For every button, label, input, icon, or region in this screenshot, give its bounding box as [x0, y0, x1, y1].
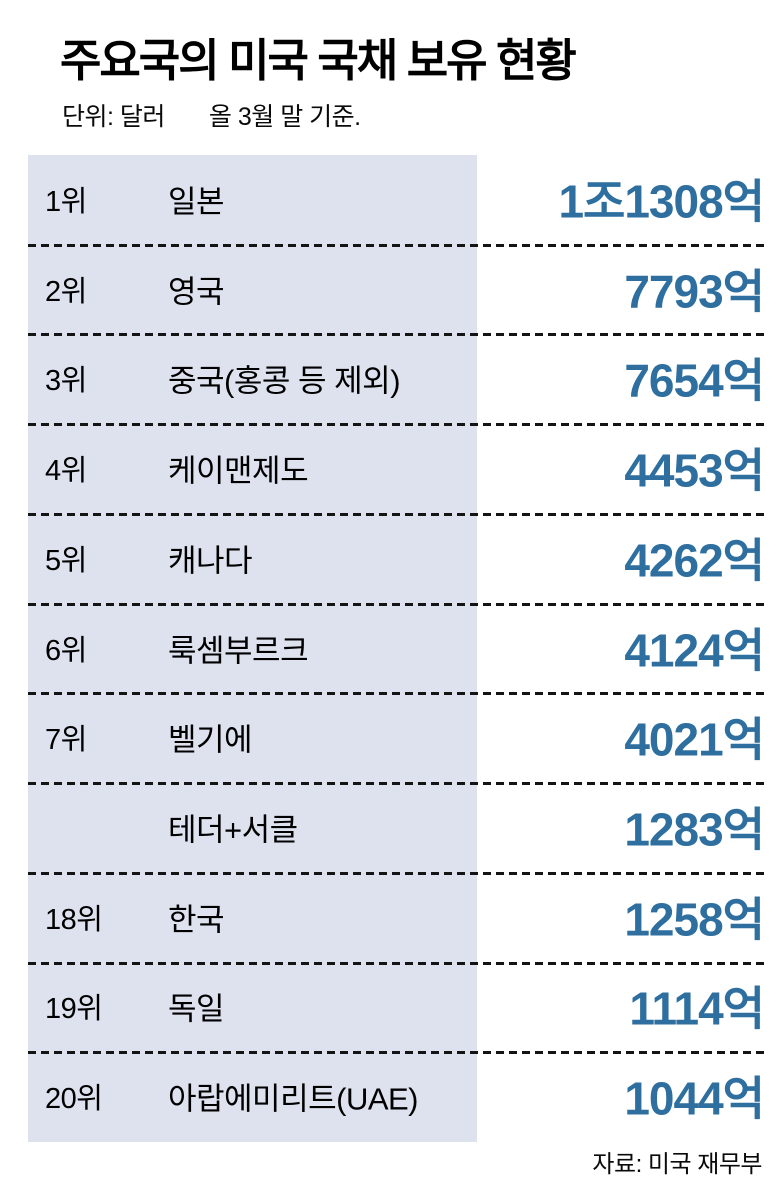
- rank-label: 20위: [45, 1083, 103, 1116]
- value-label: 1044억: [624, 1072, 765, 1125]
- rank-label: 6위: [45, 634, 87, 667]
- table-row: 5위 캐나다 4262억: [28, 512, 768, 604]
- table-row: 1위 일본 1조1308억: [28, 155, 768, 245]
- value-label: 1조1308억: [558, 175, 765, 228]
- value-label: 4124억: [624, 624, 765, 677]
- table-row: 18위 한국 1258억: [28, 871, 768, 963]
- table-row: 19위 독일 1114억: [28, 961, 768, 1053]
- as-of-label: 올 3월 말 기준.: [208, 103, 361, 131]
- unit-label: 단위: 달러: [62, 103, 165, 131]
- rank-label: 4위: [45, 455, 87, 488]
- value-label: 4262억: [624, 534, 765, 587]
- table-row: 6위 룩셈부르크 4124억: [28, 602, 768, 694]
- country-label: 아랍에미리트(UAE): [168, 1081, 419, 1117]
- table-row: 테더+서클 1283억: [28, 782, 768, 873]
- value-label: 1283억: [624, 803, 765, 856]
- value-label: 4021억: [624, 713, 765, 766]
- source-label: 자료: 미국 재무부: [592, 1151, 762, 1178]
- rank-label: 5위: [45, 544, 87, 577]
- table-left-panel: [28, 155, 477, 1142]
- country-label: 캐나다: [168, 543, 253, 579]
- country-label: 룩셈부르크: [168, 633, 309, 669]
- rank-label: 7위: [45, 724, 87, 757]
- value-label: 7654억: [624, 355, 765, 408]
- table-row: 20위 아랍에미리트(UAE) 1044억: [28, 1051, 768, 1142]
- page-title: 주요국의 미국 국채 보유 현황: [60, 35, 577, 86]
- rank-label: 1위: [45, 186, 87, 219]
- country-label: 한국: [168, 902, 225, 938]
- country-label: 영국: [168, 274, 225, 310]
- table-row: 2위 영국 7793억: [28, 243, 768, 335]
- table-rows: 1위 일본 1조1308억 2위 영국 7793억 3위 중국(홍콩 등 제외)…: [28, 155, 768, 1142]
- rank-label: 2위: [45, 275, 87, 308]
- table-row: 4위 케이맨제도 4453억: [28, 423, 768, 514]
- rank-label: 3위: [45, 365, 87, 398]
- value-label: 1258억: [624, 893, 765, 946]
- value-label: 1114억: [629, 983, 765, 1036]
- subtitle: 단위: 달러 올 3월 말 기준.: [62, 97, 361, 133]
- country-label: 케이맨제도: [168, 453, 309, 489]
- country-label: 일본: [168, 184, 225, 220]
- value-label: 7793억: [624, 265, 765, 318]
- holdings-table: 1위 일본 1조1308억 2위 영국 7793억 3위 중국(홍콩 등 제외)…: [28, 155, 768, 1142]
- rank-label: 18위: [45, 903, 103, 936]
- country-label: 독일: [168, 992, 225, 1028]
- country-label: 벨기에: [168, 722, 253, 758]
- country-label: 테더+서클: [168, 812, 298, 848]
- value-label: 4453억: [624, 444, 765, 497]
- country-label: 중국(홍콩 등 제외): [168, 363, 401, 399]
- table-row: 3위 중국(홍콩 등 제외) 7654억: [28, 333, 768, 424]
- table-row: 7위 벨기에 4021억: [28, 692, 768, 783]
- rank-label: 19위: [45, 993, 103, 1026]
